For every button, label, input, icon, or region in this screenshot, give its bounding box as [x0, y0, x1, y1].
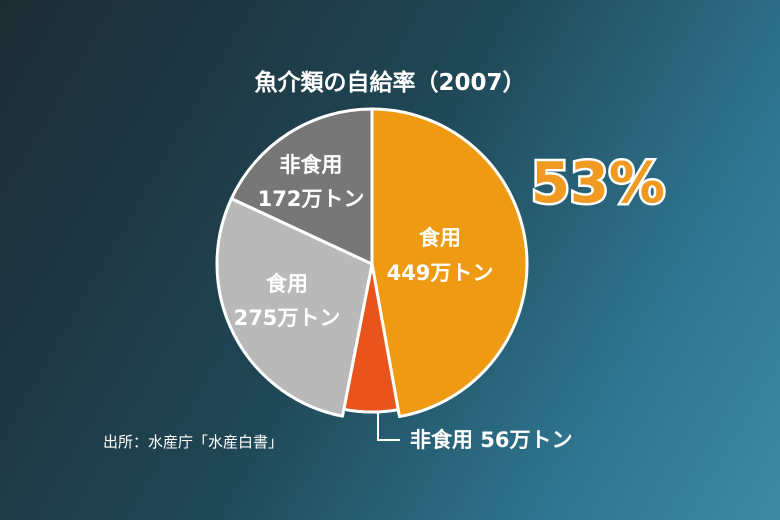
slice-label-3: 非食用 172万トン: [258, 153, 365, 211]
slice-label-0-amount: 449万トン: [387, 261, 494, 285]
self-sufficiency-rate: 53%: [531, 151, 665, 216]
slice-label-0: 食用 449万トン: [387, 226, 494, 285]
pie-slice-3: [229, 107, 374, 266]
slice-label-2: 食用 275万トン: [234, 272, 341, 330]
slice-label-1: 非食用 56万トン: [410, 428, 573, 452]
slice-label-1-combined: 非食用 56万トン: [410, 428, 573, 452]
slice-label-2-amount: 275万トン: [234, 306, 341, 330]
chart-title: 魚介類の自給率（2007）: [254, 69, 525, 96]
slice-label-3-amount: 172万トン: [258, 187, 365, 211]
pie-slices: [215, 107, 529, 419]
slice-label-0-name: 食用: [419, 226, 461, 250]
pie-slice-2: [215, 197, 374, 418]
slice-label-2-name: 食用: [266, 272, 308, 296]
source-note: 出所：水産庁「水産白書」: [103, 433, 283, 451]
slice-label-3-name: 非食用: [280, 153, 343, 177]
pie-slice-0: [370, 107, 529, 419]
slice-leader-line: [377, 412, 400, 441]
